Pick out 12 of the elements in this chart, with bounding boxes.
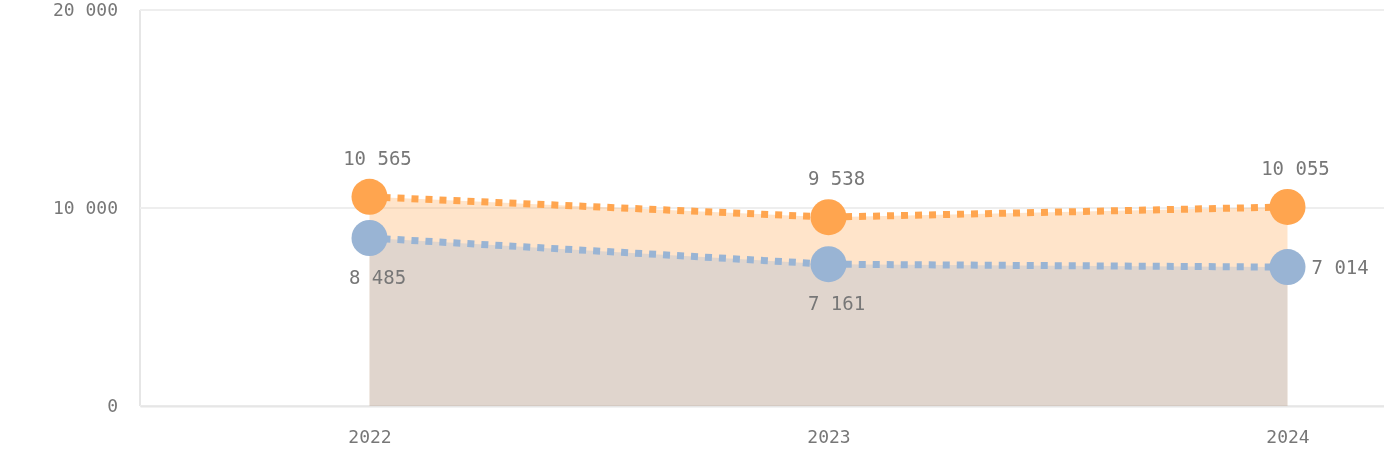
data-label: 9 538 — [807, 167, 866, 190]
y-tick-label: 0 — [107, 395, 118, 417]
y-tick-label: 10 000 — [52, 197, 118, 219]
data-label: 7 014 — [1311, 256, 1369, 279]
data-label: 7 161 — [807, 292, 866, 315]
x-tick-label: 2023 — [807, 425, 851, 447]
x-tick-label: 2022 — [348, 425, 392, 447]
y-tick-label: 20 000 — [52, 0, 118, 21]
data-label: 10 565 — [343, 146, 412, 169]
data-label: 10 055 — [1261, 156, 1330, 179]
data-label: 8 485 — [348, 266, 407, 288]
x-tick-label: 2024 — [1266, 425, 1310, 447]
